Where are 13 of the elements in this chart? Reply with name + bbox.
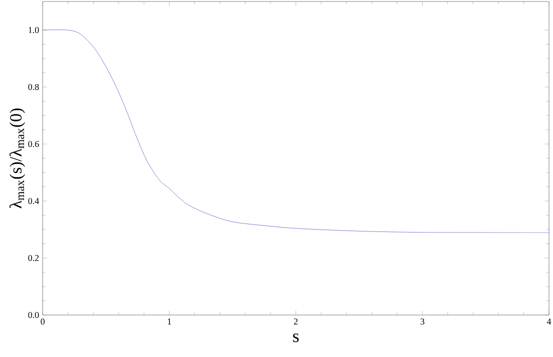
- x-tick-label: 1: [168, 318, 171, 324]
- y-tick-label: 0.0: [28, 312, 39, 318]
- y-axis-title: λ$_{max}$(s)/λ$_{max}$(0): [9, 108, 26, 208]
- x-tick-label: 2: [294, 318, 298, 324]
- x-axis-title: s: [293, 333, 299, 342]
- y-tick-label: 0.4: [28, 198, 40, 204]
- x-tick-label: 3: [420, 318, 424, 325]
- x-tick-label: 0: [40, 318, 45, 325]
- y-tick-label: 0.6: [28, 140, 39, 148]
- y-tick-label: 0.8: [28, 84, 39, 90]
- x-tick-label: 4: [546, 318, 552, 324]
- y-tick-label: 1.0: [28, 26, 39, 34]
- y-tick-label: 0.2: [28, 254, 39, 262]
